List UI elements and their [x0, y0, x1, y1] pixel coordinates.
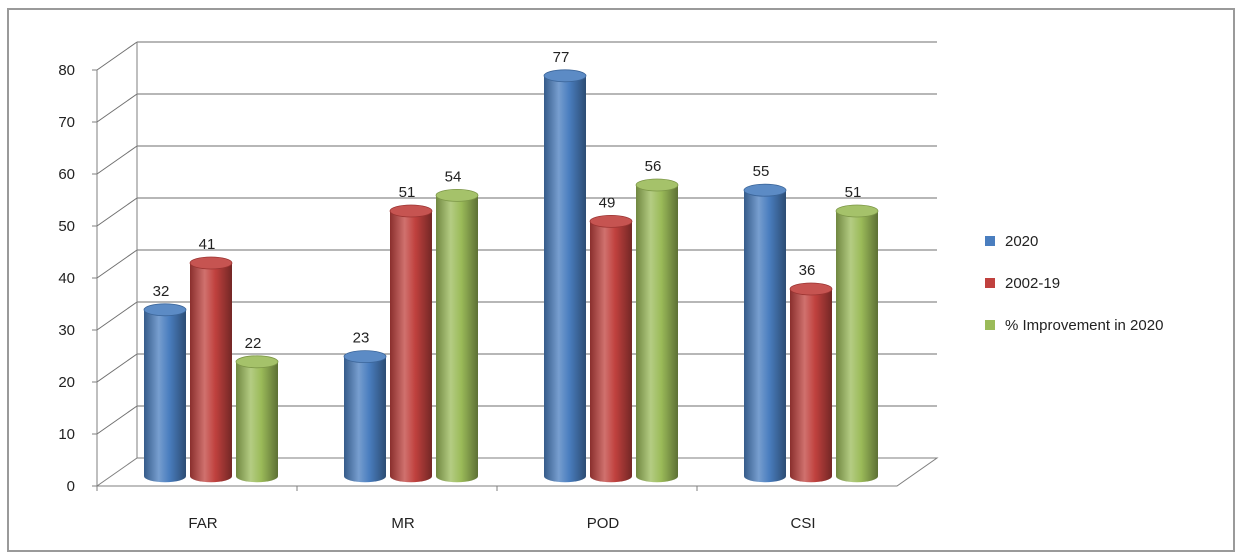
legend-label: % Improvement in 2020: [1005, 317, 1163, 334]
data-label: 36: [799, 262, 816, 279]
bar-body: [744, 190, 786, 483]
gridline-diagonal: [96, 249, 138, 279]
data-label: 41: [199, 236, 216, 253]
data-label: 22: [245, 335, 262, 352]
x-tick-label: CSI: [790, 515, 815, 532]
bar-body: [590, 221, 632, 483]
data-label: 51: [845, 184, 862, 201]
y-tick-label: 0: [67, 478, 75, 495]
bar-body: [436, 195, 478, 483]
y-tick-label: 40: [58, 270, 75, 287]
bar: [189, 256, 233, 483]
bar-top: [835, 204, 879, 218]
gridline-diagonal: [96, 197, 138, 227]
bar-top: [189, 256, 233, 270]
y-tick-label: 60: [58, 166, 75, 183]
legend: 2020 2002-19 % Improvement in 2020: [985, 233, 1163, 334]
data-label: 23: [353, 330, 370, 347]
data-label: 49: [599, 194, 616, 211]
legend-item: 2020: [985, 233, 1038, 250]
y-tick-label: 10: [58, 426, 75, 443]
legend-label: 2020: [1005, 233, 1038, 250]
bar-body: [390, 211, 432, 483]
data-label: 56: [645, 158, 662, 175]
data-label: 77: [553, 49, 570, 66]
bar-top: [743, 183, 787, 197]
bar: [835, 204, 879, 483]
y-tick-label: 50: [58, 218, 75, 235]
bar-top: [789, 282, 833, 296]
data-label: 32: [153, 283, 170, 300]
bar-body: [236, 361, 278, 483]
legend-label: 2002-19: [1005, 275, 1060, 292]
y-tick-label: 20: [58, 374, 75, 391]
bar-body: [144, 309, 186, 483]
bar-top: [389, 204, 433, 218]
gridline-diagonal: [96, 145, 138, 175]
bar: [635, 178, 679, 483]
gridline-diagonal: [96, 41, 138, 71]
legend-item: % Improvement in 2020: [985, 317, 1163, 334]
bar-top: [143, 303, 187, 317]
legend-swatch: [985, 320, 995, 330]
bar-body: [636, 185, 678, 483]
x-tick-label: POD: [587, 515, 620, 532]
data-labels: 32 41 22 23 51 54 77 49 56 55 36 51: [153, 49, 862, 352]
bar-body: [190, 263, 232, 483]
bar: [143, 303, 187, 483]
bars: [143, 69, 879, 483]
x-tick-label: MR: [391, 515, 414, 532]
legend-swatch: [985, 236, 995, 246]
y-tick-label: 70: [58, 114, 75, 131]
bar-body: [836, 211, 878, 483]
bar-top: [589, 214, 633, 228]
bar-top: [235, 355, 279, 369]
gridline-diagonal: [96, 301, 138, 331]
bar: [589, 214, 633, 483]
bar-body: [790, 289, 832, 483]
y-tick-label: 30: [58, 322, 75, 339]
bar: [435, 188, 479, 483]
bar-top: [435, 188, 479, 202]
y-tick-label: 80: [58, 62, 75, 79]
bar-body: [344, 356, 386, 483]
bar-top: [635, 178, 679, 192]
bar: [389, 204, 433, 483]
data-label: 51: [399, 184, 416, 201]
axes: 0 10 20 30 40 50 60 70 80 FAR MR POD CSI: [58, 42, 897, 532]
gridline-diagonal: [96, 93, 138, 123]
bar: [789, 282, 833, 483]
bar: [743, 183, 787, 483]
data-label: 54: [445, 168, 462, 185]
x-tick-label: FAR: [188, 515, 217, 532]
bar-body: [544, 75, 586, 483]
gridline-diagonal: [96, 353, 138, 383]
legend-item: 2002-19: [985, 275, 1060, 292]
data-label: 55: [753, 163, 770, 180]
bar: [543, 69, 587, 483]
legend-swatch: [985, 278, 995, 288]
bar: [235, 355, 279, 483]
bar: [343, 350, 387, 483]
bar-top: [343, 350, 387, 364]
gridline-diagonal: [96, 405, 138, 435]
bar-top: [543, 69, 587, 83]
